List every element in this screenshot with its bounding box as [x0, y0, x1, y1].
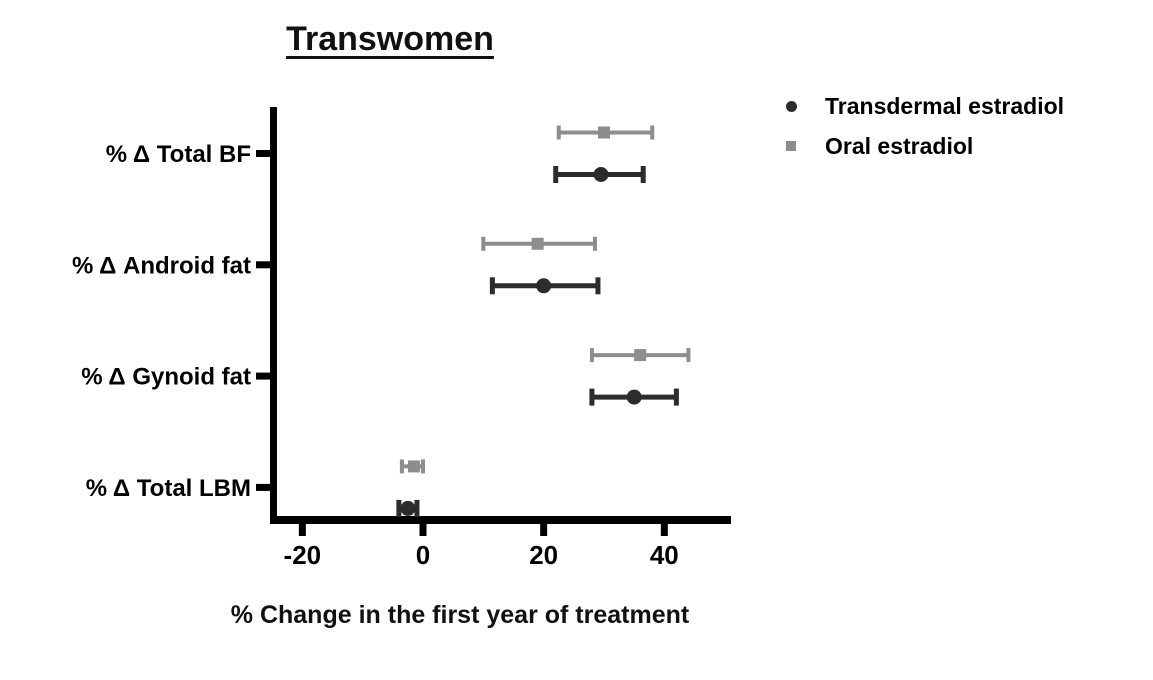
circle-marker-icon	[783, 100, 799, 112]
legend: Transdermal estradiol Oral estradiol	[783, 92, 1064, 172]
data-point-square	[531, 237, 544, 250]
x-tick	[419, 524, 427, 536]
y-tick	[256, 150, 270, 157]
x-tick-label: 40	[650, 540, 679, 570]
chart-title: Transwomen	[286, 20, 494, 58]
x-tick-label: 20	[529, 540, 558, 570]
category-label: % Δ Total LBM	[86, 475, 251, 502]
square-marker-icon	[783, 141, 799, 151]
legend-item-oral: Oral estradiol	[783, 132, 1064, 160]
legend-label-oral: Oral estradiol	[825, 132, 974, 159]
x-tick-label: -20	[284, 540, 322, 570]
data-point-circle	[536, 278, 552, 294]
y-tick	[256, 372, 270, 380]
x-axis-title: % Change in the first year of treatment	[230, 601, 690, 629]
data-point-circle	[400, 500, 416, 516]
y-tick	[256, 261, 270, 269]
category-label: % Δ Android fat	[72, 252, 251, 279]
data-point-circle	[626, 389, 642, 405]
legend-item-transdermal: Transdermal estradiol	[783, 92, 1064, 120]
y-axis-line	[270, 107, 277, 524]
x-axis-line	[270, 516, 731, 524]
data-point-square	[597, 126, 610, 139]
category-label: % Δ Gynoid fat	[81, 364, 251, 391]
legend-label-transdermal: Transdermal estradiol	[825, 92, 1065, 119]
x-tick	[298, 524, 306, 536]
data-point-square	[634, 349, 647, 362]
category-label: % Δ Total BF	[106, 141, 251, 168]
y-tick	[256, 483, 270, 491]
data-point-circle	[593, 167, 609, 182]
x-tick	[540, 524, 548, 536]
x-tick	[660, 524, 668, 536]
x-tick-label: 0	[416, 540, 430, 570]
data-point-square	[407, 460, 420, 473]
